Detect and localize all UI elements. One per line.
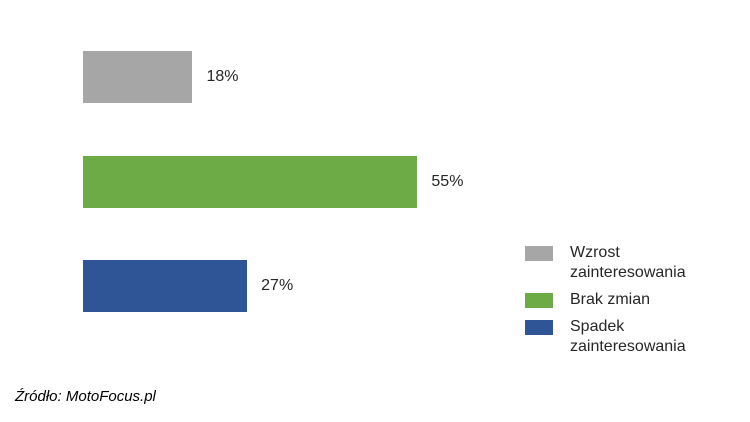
legend-item-brak-zmian: Brak zmian	[525, 290, 702, 310]
legend-item-spadek-zainteresowania: Spadek zainteresowania	[525, 317, 702, 357]
bar-value-label: 27%	[261, 277, 294, 294]
bar-value-label: 18%	[206, 68, 239, 85]
legend-swatch-icon	[525, 293, 553, 308]
bar-brak-zmian	[83, 155, 418, 208]
legend-label: Brak zmian	[570, 291, 651, 308]
legend-label: Wzrost zainteresowania	[570, 244, 686, 281]
source-note: Źródło: MotoFocus.pl	[15, 388, 156, 405]
legend-swatch-icon	[525, 246, 553, 261]
bar-value-label: 55%	[431, 172, 464, 190]
legend-label: Spadek zainteresowania	[570, 318, 686, 355]
legend-swatch-icon	[525, 320, 553, 335]
bar-wzrost-zainteresowania	[83, 51, 193, 103]
bar-spadek-zainteresowania	[83, 260, 248, 312]
legend-item-wzrost-zainteresowania: Wzrost zainteresowania	[525, 243, 702, 283]
chart-legend: Wzrost zainteresowania Brak zmian Spadek z…	[525, 243, 702, 357]
